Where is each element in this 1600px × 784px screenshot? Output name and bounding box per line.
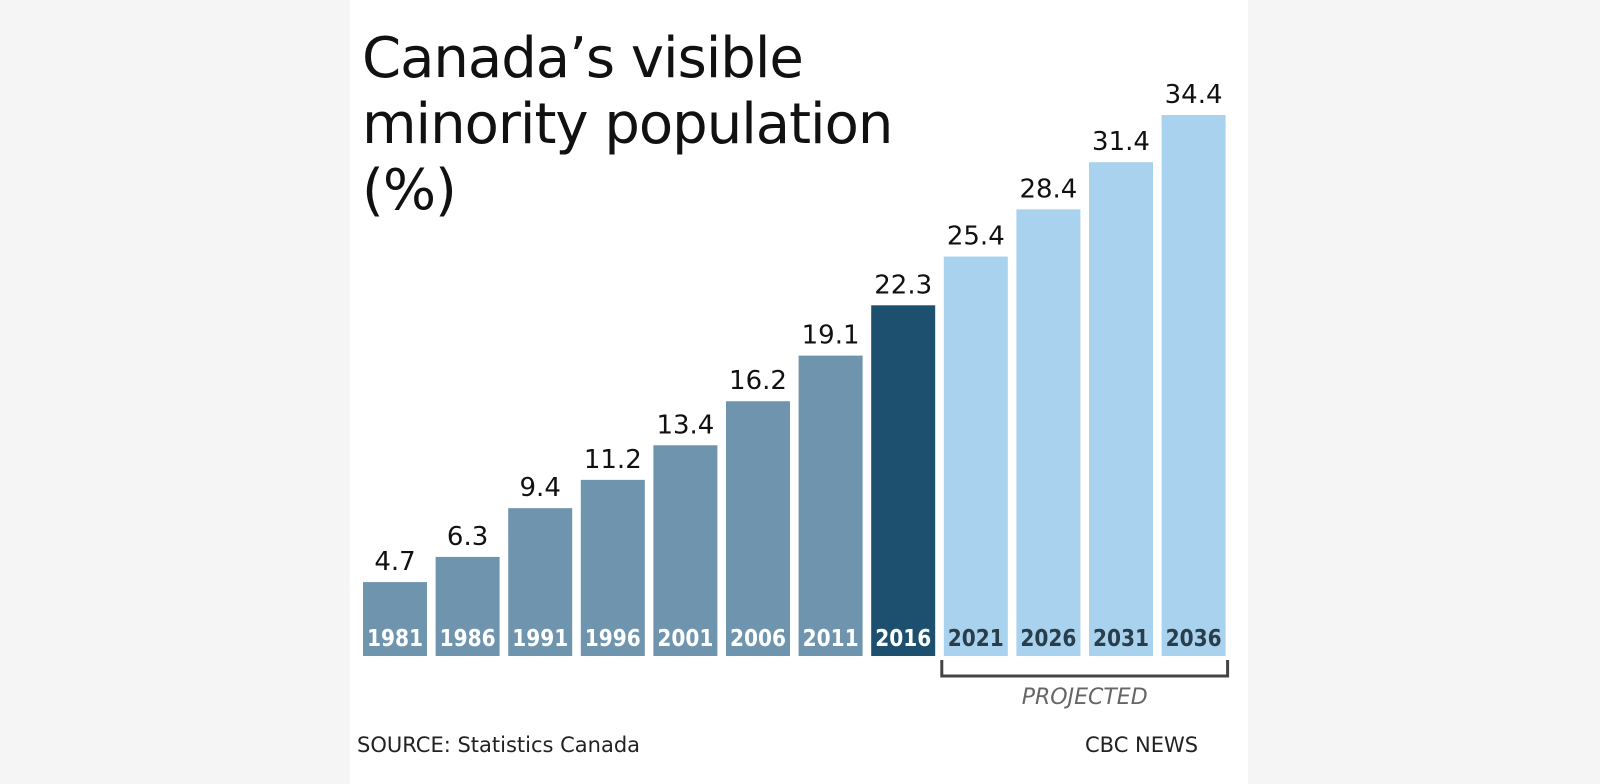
category-label-1996: 1996 — [585, 626, 641, 652]
value-label-2026: 28.4 — [1019, 174, 1077, 204]
bar-group-1996: 11.2 1996 — [580, 445, 645, 656]
value-label-1986: 6.3 — [447, 522, 488, 552]
chart-title: Canada’s visible minority population (%) — [362, 26, 982, 224]
bar-1986 — [435, 556, 500, 656]
value-label-2006: 16.2 — [729, 366, 787, 396]
bar-group-2026: 28.4 2026 — [1016, 174, 1081, 656]
projected-bracket — [940, 660, 1230, 678]
category-label-2031: 2031 — [1093, 626, 1149, 652]
title-line-2: minority population — [362, 92, 893, 157]
category-label-2021: 2021 — [948, 626, 1004, 652]
category-label-1981: 1981 — [367, 626, 423, 652]
value-label-2001: 13.4 — [656, 410, 714, 440]
value-label-2031: 31.4 — [1092, 127, 1150, 157]
bar-group-2011: 19.1 2011 — [798, 321, 863, 656]
bar-group-2021: 25.4 2021 — [943, 222, 1008, 656]
bar-group-1991: 9.4 1991 — [508, 473, 573, 656]
bar-1996 — [580, 479, 645, 656]
value-label-2036: 34.4 — [1165, 80, 1223, 110]
value-label-1991: 9.4 — [520, 473, 561, 503]
value-label-2011: 19.1 — [802, 321, 860, 351]
category-label-1991: 1991 — [512, 626, 568, 652]
bar-2021 — [943, 256, 1008, 656]
category-label-2011: 2011 — [803, 626, 859, 652]
category-label-2016: 2016 — [875, 626, 931, 652]
category-label-2006: 2006 — [730, 626, 786, 652]
bar-group-2016: 22.3 2016 — [871, 270, 936, 656]
title-line-3: (%) — [362, 158, 457, 223]
value-label-1996: 11.2 — [584, 445, 642, 475]
value-label-1981: 4.7 — [374, 547, 415, 577]
bar-group-2036: 34.4 2036 — [1161, 80, 1226, 656]
bar-2016 — [871, 305, 936, 656]
bar-2001 — [653, 445, 718, 656]
projected-annotation: PROJECTED — [1022, 685, 1148, 710]
bar-group-1986: 6.3 1986 — [435, 522, 500, 656]
category-label-1986: 1986 — [440, 626, 496, 652]
source-note: SOURCE: Statistics Canada — [357, 733, 641, 757]
bar-2031 — [1089, 162, 1153, 656]
category-label-2026: 2026 — [1020, 626, 1076, 652]
bar-1981 — [363, 582, 427, 656]
brand-logo-text: CBC NEWS — [1085, 733, 1199, 757]
bar-2006 — [726, 401, 790, 656]
bar-group-2001: 13.4 2001 — [653, 410, 718, 656]
bar-group-2031: 31.4 2031 — [1089, 127, 1153, 656]
bar-2011 — [798, 355, 863, 656]
bar-2026 — [1016, 209, 1081, 656]
bar-group-1981: 4.7 1981 — [363, 547, 427, 656]
value-label-2016: 22.3 — [874, 270, 932, 300]
bar-2036 — [1161, 115, 1226, 656]
bar-group-2006: 16.2 2006 — [726, 366, 790, 656]
category-label-2001: 2001 — [657, 626, 713, 652]
category-label-2036: 2036 — [1166, 626, 1222, 652]
bar-1991 — [508, 508, 573, 656]
value-label-2021: 25.4 — [947, 222, 1005, 252]
title-line-1: Canada’s visible — [362, 26, 804, 91]
